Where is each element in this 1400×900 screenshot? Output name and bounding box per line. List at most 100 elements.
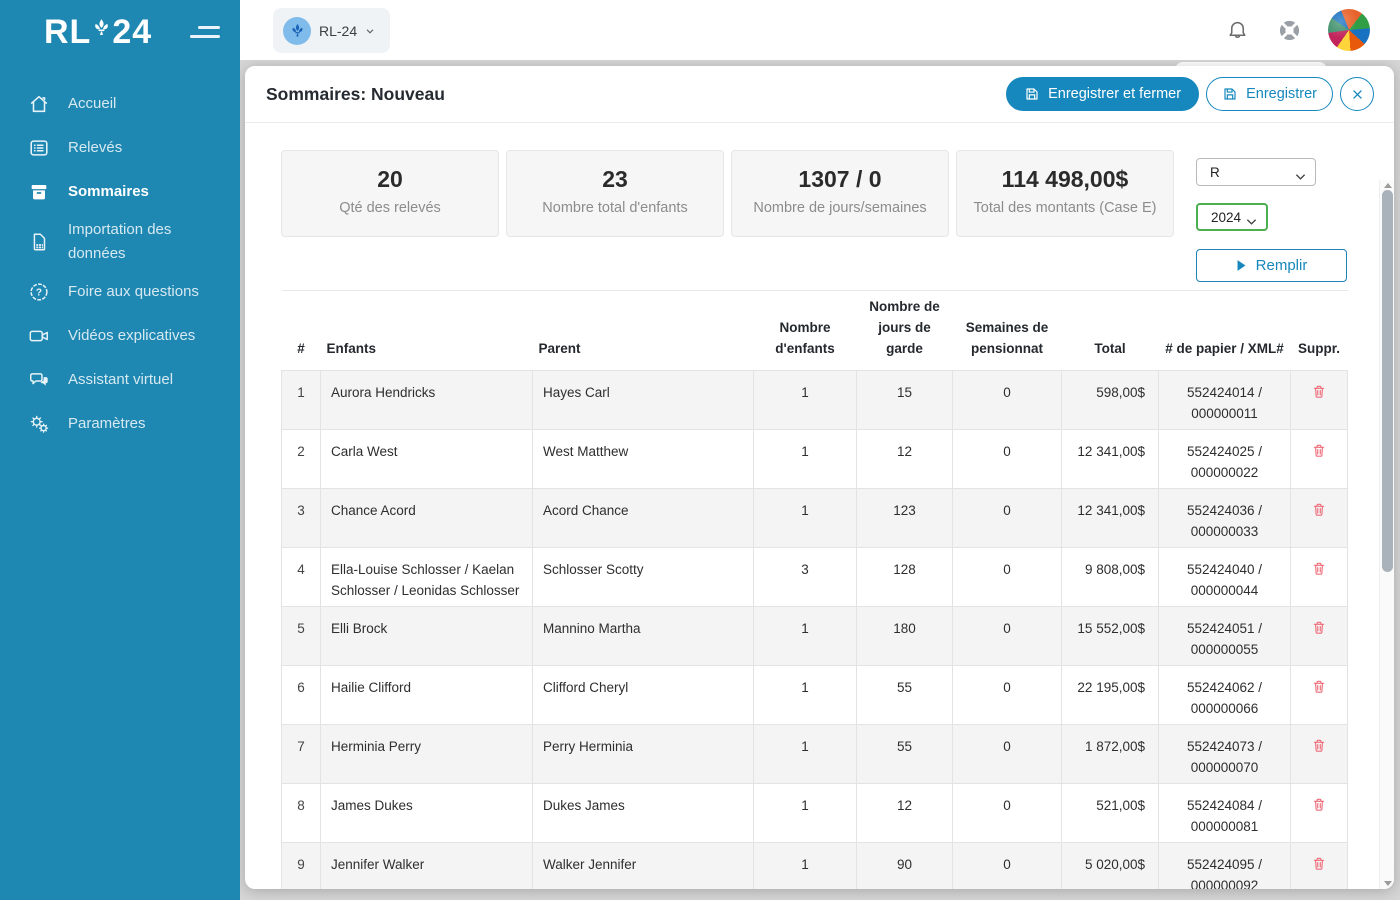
cell-papier-xml: 552424040 / 000000044 [1159,548,1291,607]
archive-box-icon [27,180,51,204]
cell-papier-xml: 552424051 / 000000055 [1159,607,1291,666]
cell-parent: Acord Chance [533,489,754,548]
workspace-switcher[interactable]: RL-24 [273,8,390,53]
trash-icon [1311,383,1327,400]
xml-number: 000000055 [1159,639,1290,660]
sidebar-item-importation[interactable]: Importation des données [0,214,240,270]
sidebar-item-assistant[interactable]: Assistant virtuel [0,358,240,402]
type-select-value: R [1210,165,1220,180]
trash-icon [1311,560,1327,577]
cell-enfants: Hailie Clifford [321,666,533,725]
stat-value: 20 [282,166,498,193]
cell-enfants: Elli Brock [321,607,533,666]
sidebar-item-label: Importation des données [68,218,218,266]
save-and-close-button[interactable]: Enregistrer et fermer [1006,77,1199,111]
stat-card-enfants: 23 Nombre total d'enfants [506,150,724,237]
cell-suppr [1291,666,1348,725]
sidebar-item-videos[interactable]: Vidéos explicatives [0,314,240,358]
col-header-suppr: Suppr. [1291,291,1348,371]
cell-total: 5 020,00$ [1062,843,1159,890]
stat-label: Nombre de jours/semaines [732,200,948,216]
xml-number: 000000092 [1159,875,1290,889]
cell-parent: Mannino Martha [533,607,754,666]
notifications-bell-icon[interactable] [1224,17,1250,43]
cell-suppr [1291,784,1348,843]
cell-total: 15 552,00$ [1062,607,1159,666]
delete-row-button[interactable] [1311,383,1327,400]
logo-text-right: 24 [112,13,152,52]
cell-semaines: 0 [953,489,1062,548]
cell-jours-garde: 55 [857,725,953,784]
sommaire-modal: Sommaires: Nouveau Enregistrer et fermer… [245,66,1394,889]
table-body: 1 Aurora Hendricks Hayes Carl 1 15 0 598… [282,371,1348,890]
delete-row-button[interactable] [1311,501,1327,518]
cell-papier-xml: 552424073 / 000000070 [1159,725,1291,784]
row-number: 3 [282,489,321,548]
delete-row-button[interactable] [1311,678,1327,695]
cell-parent: Perry Herminia [533,725,754,784]
paper-number: 552424062 / [1159,677,1290,698]
cell-papier-xml: 552424084 / 000000081 [1159,784,1291,843]
cell-semaines: 0 [953,607,1062,666]
col-header-parent: Parent [533,291,754,371]
table-row: 2 Carla West West Matthew 1 12 0 12 341,… [282,430,1348,489]
trash-icon [1311,619,1327,636]
fill-button[interactable]: Remplir [1196,249,1347,282]
cell-enfants: Ella-Louise Schlosser / Kaelan Schlosser… [321,548,533,607]
cell-jours-garde: 12 [857,784,953,843]
scroll-down-arrow-icon[interactable] [1384,881,1392,886]
menu-toggle-icon[interactable] [188,22,222,42]
year-select[interactable]: 2024 [1196,203,1268,231]
help-lifebuoy-icon[interactable] [1276,17,1302,43]
paper-number: 552424040 / [1159,559,1290,580]
row-number: 1 [282,371,321,430]
vertical-scrollbar[interactable] [1379,180,1394,889]
row-number: 8 [282,784,321,843]
xml-number: 000000070 [1159,757,1290,778]
paper-number: 552424025 / [1159,441,1290,462]
save-button[interactable]: Enregistrer [1206,77,1333,111]
delete-row-button[interactable] [1311,619,1327,636]
sidebar-nav: Accueil Relevés Sommaires Importation de… [0,64,240,446]
cell-semaines: 0 [953,843,1062,890]
close-button[interactable] [1340,77,1374,111]
sidebar-item-sommaires[interactable]: Sommaires [0,170,240,214]
chat-bubbles-icon [27,368,51,392]
cell-total: 12 341,00$ [1062,430,1159,489]
paper-number: 552424084 / [1159,795,1290,816]
delete-row-button[interactable] [1311,855,1327,872]
col-header-total: Total [1062,291,1159,371]
scrollbar-thumb[interactable] [1382,190,1393,572]
delete-row-button[interactable] [1311,737,1327,754]
delete-row-button[interactable] [1311,796,1327,813]
sidebar-item-faq[interactable]: ? Foire aux questions [0,270,240,314]
stat-card-releves: 20 Qté des relevés [281,150,499,237]
controls-column: R 2024 Remplir [1196,158,1347,282]
stat-value: 23 [507,166,723,193]
cell-total: 22 195,00$ [1062,666,1159,725]
sidebar-item-releves[interactable]: Relevés [0,126,240,170]
cell-parent: Hayes Carl [533,371,754,430]
cell-semaines: 0 [953,725,1062,784]
sidebar-item-label: Relevés [68,136,122,160]
xml-number: 000000044 [1159,580,1290,601]
sidebar-item-parametres[interactable]: Paramètres [0,402,240,446]
delete-row-button[interactable] [1311,560,1327,577]
user-avatar[interactable] [1328,9,1370,51]
sidebar-item-accueil[interactable]: Accueil [0,82,240,126]
year-select-value: 2024 [1211,210,1241,225]
type-select[interactable]: R [1196,158,1316,186]
cell-papier-xml: 552424025 / 000000022 [1159,430,1291,489]
cell-total: 521,00$ [1062,784,1159,843]
cell-enfants: James Dukes [321,784,533,843]
col-header-jours-garde: Nombre de jours de garde [857,291,953,371]
cell-papier-xml: 552424095 / 000000092 [1159,843,1291,890]
modal-header: Sommaires: Nouveau Enregistrer et fermer… [245,66,1394,123]
cell-suppr [1291,607,1348,666]
cell-enfants: Chance Acord [321,489,533,548]
scroll-up-arrow-icon[interactable] [1384,183,1392,188]
save-icon [1222,86,1238,102]
delete-row-button[interactable] [1311,442,1327,459]
cell-enfants: Jennifer Walker [321,843,533,890]
play-icon [1236,259,1247,272]
